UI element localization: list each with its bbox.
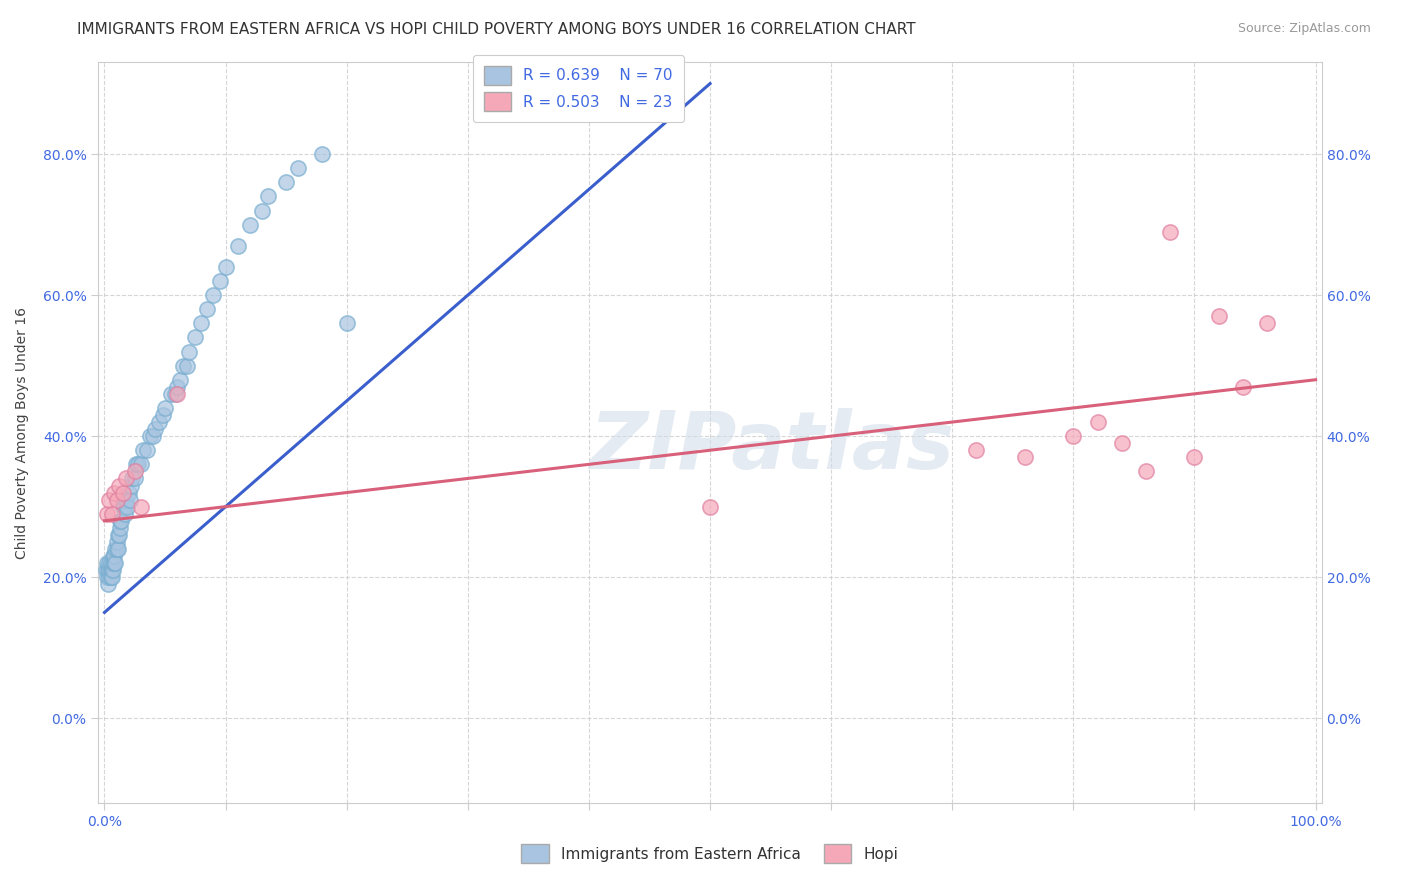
Point [100,563,122,577]
Point [179,344,201,359]
Point [98,570,121,584]
Point [107,541,129,556]
Point [103,485,125,500]
Point [97,577,120,591]
Point [94,563,117,577]
Point [104,541,127,556]
Point [118,492,141,507]
Point [239,218,262,232]
Point [124,471,146,485]
Point [100,507,122,521]
Point [190,316,212,330]
Point [1184,450,1206,465]
Point [111,485,134,500]
Point [226,239,249,253]
Point [176,359,198,373]
Point [250,203,273,218]
Point [118,485,141,500]
Point [120,478,142,492]
Point [143,422,166,436]
Point [966,443,988,458]
Point [166,387,188,401]
Point [101,563,124,577]
Text: ZIPatlas: ZIPatlas [589,409,953,486]
Point [100,570,122,584]
Point [160,387,183,401]
Point [110,514,132,528]
Point [110,521,132,535]
Point [1159,225,1181,239]
Point [112,500,135,514]
Point [276,175,298,189]
Point [202,288,225,302]
Legend: Immigrants from Eastern Africa, Hopi: Immigrants from Eastern Africa, Hopi [516,838,904,869]
Point [98,492,121,507]
Point [96,570,118,584]
Point [100,570,122,584]
Point [96,507,118,521]
Point [1135,464,1157,478]
Point [103,549,125,563]
Point [169,373,191,387]
Point [311,147,333,161]
Point [139,429,162,443]
Point [108,478,131,492]
Point [98,556,121,570]
Text: Source: ZipAtlas.com: Source: ZipAtlas.com [1237,22,1371,36]
Point [121,471,143,485]
Point [101,556,124,570]
Point [97,563,120,577]
Point [197,302,219,317]
Point [114,507,136,521]
Point [105,492,128,507]
Point [115,471,138,485]
Point [287,161,309,176]
Point [129,500,152,514]
Point [104,556,127,570]
Point [1014,450,1036,465]
Point [163,387,186,401]
Point [1087,415,1109,429]
Point [105,541,128,556]
Text: IMMIGRANTS FROM EASTERN AFRICA VS HOPI CHILD POVERTY AMONG BOYS UNDER 16 CORRELA: IMMIGRANTS FROM EASTERN AFRICA VS HOPI C… [77,22,915,37]
Point [135,443,157,458]
Point [184,330,207,344]
Point [110,514,132,528]
Point [127,458,149,472]
Point [214,260,236,274]
Point [117,500,139,514]
Point [172,359,194,373]
Point [1256,316,1278,330]
Point [111,500,134,514]
Point [336,316,359,330]
Point [1232,380,1254,394]
Y-axis label: Child Poverty Among Boys Under 16: Child Poverty Among Boys Under 16 [15,307,30,558]
Point [699,500,721,514]
Point [148,415,170,429]
Point [1111,436,1133,450]
Point [132,443,155,458]
Point [98,563,121,577]
Point [152,408,174,422]
Point [108,528,131,542]
Point [1208,310,1230,324]
Point [142,429,165,443]
Point [208,274,231,288]
Point [166,380,188,394]
Point [1062,429,1084,443]
Point [129,458,152,472]
Point [100,563,122,577]
Point [115,492,138,507]
Point [96,556,118,570]
Point [105,535,128,549]
Point [125,458,148,472]
Point [124,464,146,478]
Point [153,401,176,415]
Point [107,528,129,542]
Point [101,549,124,563]
Point [100,556,122,570]
Point [103,556,125,570]
Point [257,189,280,203]
